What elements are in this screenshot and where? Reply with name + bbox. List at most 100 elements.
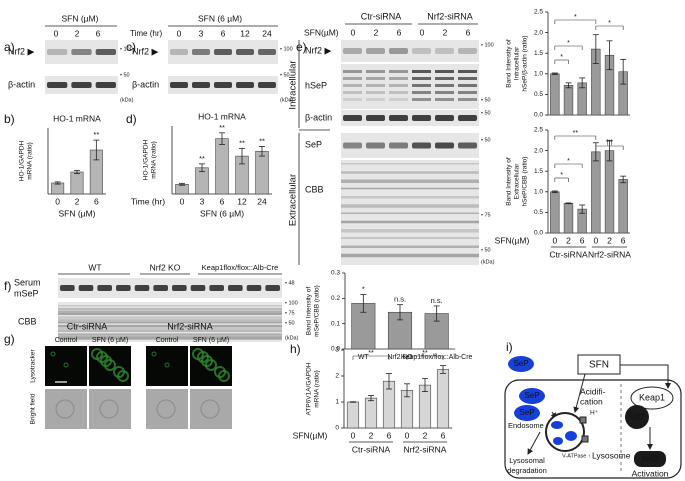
y-tick-label: 0.3 [331,270,340,277]
blot [58,278,282,298]
group-label: Ctr-siRNA [549,249,588,259]
blot-band [58,316,282,319]
panel-label: e) [296,40,307,54]
error-bar [350,401,356,403]
x-axis-label: SFN(µM) [495,235,530,245]
blot-band [435,84,454,87]
label: Nrf2 [629,411,645,421]
label: CBB [305,184,324,194]
blot-band [389,98,408,101]
error-bar [433,305,440,322]
blot-band [435,91,454,94]
y-tick-label: 2.0 [534,147,543,154]
blot-band [236,82,254,88]
blot-band [341,237,479,239]
error-bar [592,34,599,64]
blot-band [343,91,362,94]
bar [550,191,560,234]
y-tick-label: 2 [335,373,339,380]
blot-band [366,98,385,101]
label: cation [580,396,603,406]
label: Acidifi- [580,386,606,396]
y-axis-label: mRNA (ratio) [151,141,158,179]
blot-band [58,333,282,336]
blot-band [458,115,477,121]
blot-band [58,324,282,328]
panel-label: f) [4,279,11,293]
blot-band [389,77,408,80]
blot-band [153,285,168,291]
x-tick-label: 12 [237,196,247,206]
x-tick-label: 0 [405,430,410,440]
blot-band [47,49,68,55]
label: Activation [632,468,669,478]
micrograph [89,389,131,429]
error-bar [397,304,403,321]
label: 0 [351,27,356,37]
y-tick-label: 0.5 [534,209,543,216]
nrf2 [625,405,649,429]
significance: * [560,172,563,179]
micrograph-cell [156,399,176,419]
y-tick-label: 1.0 [534,189,543,196]
x-tick-label: 2 [566,235,571,245]
blot-band [366,48,385,54]
micrograph-signal [214,366,226,378]
blot-band [341,179,479,183]
blot-band [343,84,362,87]
x-tick-label: 0 [180,196,185,206]
blot-band [389,48,408,54]
label: Nrf2 KO [150,262,181,272]
blot-band [58,330,282,332]
error-bar [404,383,410,398]
label: SFN [589,360,609,371]
micrograph [45,346,87,386]
blot-band [389,142,408,149]
sep-molecule [551,421,563,429]
blot-band [343,77,362,80]
blot-band [134,285,150,291]
blot-band [412,70,431,73]
y-tick-label: 0.0 [534,230,543,237]
error-bar [440,365,446,374]
blot-band [343,115,362,121]
micrograph-signal [96,351,108,363]
blot [341,133,479,158]
label: Nrf2-siRNA [167,321,213,331]
blot-band [343,70,362,73]
blot-band [258,82,276,88]
x-tick-label: 6 [220,196,225,206]
bar [51,182,65,195]
error-bar [219,132,225,145]
x-tick-label: 0 [55,196,60,206]
y-tick-label: 2.5 [534,9,543,16]
label: Lysosomal [509,456,545,465]
blot-band [341,229,479,233]
x-axis-label: SFN (6 µM) [200,208,244,218]
sep-molecule [508,356,534,372]
y-axis-label: HO-1/GAPDH [143,139,150,180]
error-bar [74,169,80,175]
x-tick-label: 2 [75,196,80,206]
blot-band [412,91,431,94]
significance: * [567,40,570,47]
error-bar [620,175,627,184]
error-bar [54,181,61,185]
blot-band [97,285,112,291]
label: • 50 [481,110,491,116]
label: Lysotracker [30,348,37,382]
blot-band [458,48,477,54]
panel-label: d) [126,112,137,126]
label: β-actin [305,112,332,122]
blot-band [228,285,243,291]
significance: n.s. [394,295,406,304]
label: 0 [54,28,59,38]
y-axis-label: ATP6V1A/GAPDH [306,362,313,415]
y-axis-label: Extracellular [514,163,521,200]
micrograph [190,346,232,386]
blot-band [458,84,477,87]
label: Keap1flox/flox::Alb-Cre [202,263,279,272]
significance: * [362,285,365,294]
error-bar [551,190,558,194]
significance: ** [259,136,265,145]
